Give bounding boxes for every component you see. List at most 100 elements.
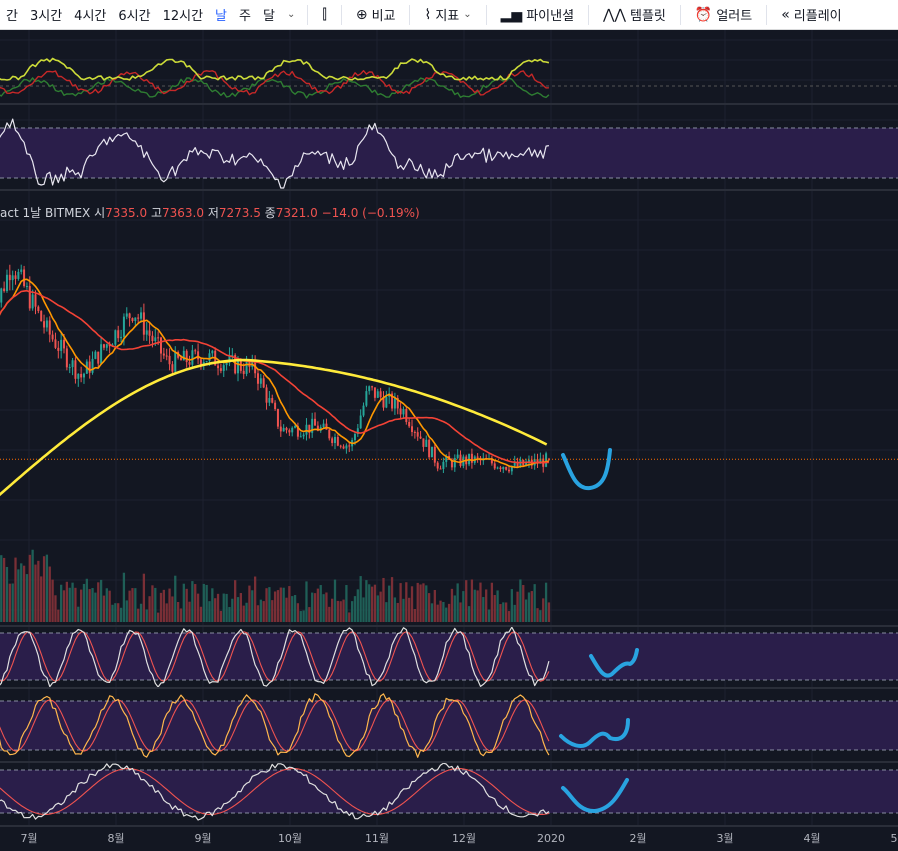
toolbar-button-1[interactable]: ⊕ 비교 — [348, 5, 404, 25]
candle-body — [305, 424, 308, 435]
time-axis-background — [0, 826, 898, 851]
candle-body — [31, 294, 34, 309]
candle-body — [63, 339, 66, 349]
candle-body — [182, 350, 185, 361]
legend-part: 저 — [208, 206, 219, 220]
timeframe-4[interactable]: 12시간 — [162, 9, 204, 24]
toolbar-separator — [766, 4, 768, 25]
candle-body — [102, 344, 105, 348]
volume-bar — [219, 610, 223, 622]
volume-bar — [151, 585, 154, 622]
candle-body — [8, 274, 11, 281]
volume-bar — [182, 583, 185, 622]
volume-bar — [313, 593, 317, 622]
volume-bar — [179, 608, 183, 622]
volume-bar — [456, 583, 459, 622]
candle-body — [536, 459, 539, 464]
candle-body — [439, 468, 442, 470]
volume-bar — [62, 590, 66, 622]
toolbar-button-6[interactable]: «리플레이 — [773, 5, 849, 25]
volume-bar — [462, 591, 465, 622]
candles-icon: ⫿ — [322, 6, 327, 23]
toolbar-button-label: 리플레이 — [793, 9, 842, 24]
volume-bar — [162, 589, 165, 622]
candle-body — [65, 348, 68, 368]
volume-bar — [348, 612, 351, 622]
candle-body — [171, 364, 174, 372]
toolbar-button-4[interactable]: ⋀⋀ 템플릿 — [595, 5, 674, 25]
candle-body — [128, 313, 131, 319]
timeframe-6[interactable]: 주 — [239, 9, 251, 24]
timeframe-2[interactable]: 4시간 — [74, 9, 107, 24]
volume-bar — [485, 589, 488, 622]
volume-bar — [342, 599, 345, 622]
volume-bar — [125, 600, 128, 622]
volume-bar — [57, 609, 60, 622]
volume-bar — [433, 589, 436, 622]
volume-bar — [139, 603, 143, 622]
stochastic-2-k-line — [0, 693, 550, 758]
candle-body — [413, 431, 416, 433]
timeframe-3[interactable]: 6시간 — [118, 9, 151, 24]
candle-body — [419, 436, 422, 439]
candle-body — [288, 430, 291, 433]
volume-bar — [20, 563, 23, 622]
candle-body — [88, 361, 91, 373]
legend-part: 종 — [265, 206, 276, 220]
candle-body — [379, 391, 382, 398]
timeframe-1[interactable]: 3시간 — [29, 9, 63, 24]
moving-averages — [0, 278, 550, 497]
toolbar-button-2[interactable]: ⌇ 지표 ⌄ — [416, 5, 479, 25]
volume-bar — [425, 585, 428, 622]
volume-bar — [362, 597, 365, 622]
volume-bar — [0, 555, 3, 622]
toolbar-button-3[interactable]: ▂▅ 파이낸셜 — [493, 5, 582, 25]
candle-body — [294, 426, 297, 428]
candle-body — [328, 429, 331, 439]
candle-body — [436, 462, 439, 469]
volume-bar — [325, 592, 328, 622]
volume-bar — [467, 606, 471, 622]
volume-bar — [122, 572, 126, 622]
timeframe-7[interactable]: 달 — [262, 9, 275, 24]
candle-body — [179, 357, 182, 361]
indicators-chevron-down-icon[interactable]: ⌄ — [463, 9, 472, 20]
toolbar-button-5[interactable]: ⏰ 얼러트 — [687, 5, 760, 25]
candle-body — [453, 457, 456, 468]
candle-body — [208, 353, 211, 362]
candle-body — [362, 405, 365, 416]
timeframe-0[interactable]: 간 — [6, 9, 18, 24]
financials-icon: ▂▅ — [500, 6, 523, 23]
toolbar-separator — [409, 4, 411, 25]
volume-bar — [157, 612, 160, 622]
volume-bar — [399, 583, 402, 622]
volume-bar — [188, 601, 191, 622]
candle-body — [302, 434, 305, 437]
volume-bar — [436, 604, 439, 622]
volume-bar — [54, 595, 57, 622]
volume-bar — [14, 557, 17, 622]
volume-bar — [356, 589, 359, 622]
candle-body — [433, 446, 436, 463]
volume-bar — [299, 611, 302, 622]
stochastic-1-k-line — [0, 626, 550, 688]
toolbar-separator — [588, 4, 590, 25]
candle-body — [393, 398, 396, 409]
toolbar-button-0[interactable]: ⫿ — [314, 7, 334, 23]
candle-body — [430, 446, 433, 458]
legend-part: 7335.0 — [105, 206, 147, 220]
volume-bar — [379, 591, 382, 622]
candle-body — [314, 418, 317, 426]
volume-bar — [154, 587, 157, 622]
indicators-icon: ⌇ — [424, 6, 432, 23]
timeframe-chevron-down-icon[interactable]: ⌄ — [286, 9, 296, 20]
candle-body — [117, 330, 120, 339]
timeframe-5[interactable]: 날 — [215, 9, 228, 24]
volume-pane — [0, 549, 551, 622]
volume-bar — [447, 603, 451, 622]
volume-bar — [430, 603, 434, 622]
candle-body — [114, 330, 117, 345]
candle-body — [23, 269, 26, 287]
volume-bar — [165, 603, 168, 622]
chart-canvas[interactable]: 7월 8월 9월 10월 11월 12월 2020 2월 3월 4월 5월 act 1날 BITME… — [0, 30, 898, 851]
